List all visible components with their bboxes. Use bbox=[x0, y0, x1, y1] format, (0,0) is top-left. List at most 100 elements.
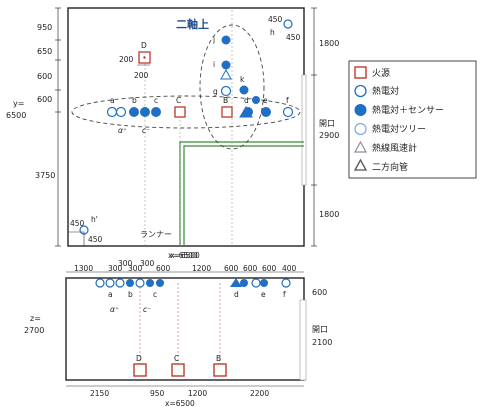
sec-label-alpha: α⁺ bbox=[110, 305, 119, 314]
sec-label-B: B bbox=[216, 354, 221, 363]
sec-sensor-f bbox=[281, 278, 291, 288]
plan-opening bbox=[301, 74, 307, 186]
sec-sensor-d bbox=[240, 279, 248, 287]
sec-opening-value: 2100 bbox=[312, 338, 332, 347]
sec-sensor-a1 bbox=[95, 278, 105, 288]
sec-label-d: d bbox=[234, 290, 239, 299]
plan-left-dim-600b: 600 bbox=[37, 95, 52, 104]
sec-right-dim-600: 600 bbox=[312, 288, 327, 297]
anemometer-i bbox=[220, 68, 232, 80]
sensor-a bbox=[106, 106, 118, 118]
legend-thermocouple-label: 熱電対 bbox=[372, 85, 399, 97]
sec-z-label: z= bbox=[30, 314, 41, 323]
plan-row-ellipse bbox=[71, 95, 301, 129]
sec-label-c: c bbox=[153, 290, 157, 299]
sec-dim-300a: 300 bbox=[108, 264, 123, 273]
sec-sensor-b1 bbox=[126, 279, 134, 287]
plan-opening-value: 2900 bbox=[319, 131, 339, 140]
sec-bottom-1200: 1200 bbox=[188, 389, 207, 398]
sec-sensor-b2 bbox=[135, 278, 145, 288]
fire-source-C bbox=[174, 106, 186, 118]
plan-left-dim-3750: 3750 bbox=[35, 171, 55, 180]
sec-sensor-a2 bbox=[105, 278, 115, 288]
sensor-j bbox=[221, 35, 231, 45]
sec-dim-1200: 1200 bbox=[192, 264, 211, 273]
sec-label-C: C bbox=[174, 354, 179, 363]
label-C: C bbox=[176, 96, 181, 105]
runner-line bbox=[179, 141, 304, 246]
D-dim-left: 200 bbox=[119, 55, 134, 64]
sec-sensor-e bbox=[260, 279, 268, 287]
anemometer-d bbox=[239, 106, 253, 118]
sec-bottom-total: x=6500 bbox=[165, 399, 195, 407]
label-cminus: c⁻ bbox=[142, 126, 150, 135]
fire-source-B bbox=[221, 106, 233, 118]
legend-sensor-icon bbox=[354, 104, 367, 116]
label-b: b bbox=[132, 96, 137, 105]
legend-fire-label: 火源 bbox=[372, 68, 390, 79]
sec-label-D: D bbox=[136, 354, 142, 363]
sec-top-dim-300b: 300 bbox=[140, 259, 155, 268]
h-dim-below: 450 bbox=[286, 33, 301, 42]
sec-label-cminus: c⁻ bbox=[143, 305, 151, 314]
label-h: h bbox=[270, 28, 275, 37]
sec-sensor-a3 bbox=[115, 278, 125, 288]
hp-dim-left: 450 bbox=[70, 219, 85, 228]
D-dim-below: 200 bbox=[134, 71, 149, 80]
sec-label-a: a bbox=[108, 290, 113, 299]
sec-dim-300b: 300 bbox=[128, 264, 143, 273]
fire-source-D-dot bbox=[143, 56, 146, 59]
label-f: f bbox=[286, 96, 289, 105]
sensor-g bbox=[220, 85, 232, 97]
label-d: d bbox=[244, 96, 249, 105]
plan-left-dim-600a: 600 bbox=[37, 72, 52, 81]
legend-sensor-label: 熱電対＋センサー bbox=[372, 104, 444, 116]
sec-sensor-e1 bbox=[251, 278, 261, 288]
sensor-e bbox=[261, 107, 271, 117]
label-c: c bbox=[154, 96, 158, 105]
sec-opening-label: 開口 bbox=[312, 325, 328, 334]
sensor-h bbox=[283, 19, 293, 29]
sec-x-label: x=6500 bbox=[170, 251, 200, 260]
label-hp: h' bbox=[91, 215, 98, 224]
sec-top-dim-300a: 300 bbox=[118, 259, 133, 268]
sec-dim-400: 400 bbox=[282, 264, 297, 273]
sensor-f bbox=[282, 106, 294, 118]
legend: 火源 熱電対 熱電対＋センサー 熱電対ツリー 熱線風速計 二方向管 bbox=[348, 60, 477, 179]
sec-fire-D bbox=[133, 363, 147, 377]
legend-bidirectional-icon bbox=[353, 158, 368, 171]
label-j: j bbox=[212, 35, 215, 44]
sec-bottom-2150: 2150 bbox=[90, 389, 109, 398]
section-view: 300 300 x=6500 1300 300 300 600 1200 600… bbox=[24, 251, 332, 407]
plan-right-dim-1800b: 1800 bbox=[319, 210, 339, 219]
hp-dim-below: 450 bbox=[88, 235, 103, 244]
plan-room-outline bbox=[67, 7, 305, 247]
sec-label-b: b bbox=[128, 290, 133, 299]
sensor-k bbox=[239, 85, 249, 95]
sec-label-f: f bbox=[283, 290, 286, 299]
label-e: e bbox=[263, 96, 268, 105]
sensor-b2 bbox=[140, 107, 150, 117]
sec-guides bbox=[139, 283, 221, 365]
sensor-i bbox=[221, 60, 231, 70]
h-dim-left: 450 bbox=[268, 15, 283, 24]
overlay-title: 二軸上 bbox=[176, 17, 209, 31]
runner-label: ランナー bbox=[140, 230, 172, 239]
sec-sensor-c2 bbox=[156, 279, 164, 287]
plan-right-ticks bbox=[311, 7, 317, 247]
label-a: a bbox=[110, 96, 115, 105]
plan-left-dim-950: 950 bbox=[37, 23, 52, 32]
legend-bidirectional-label: 二方向管 bbox=[372, 161, 408, 173]
label-B: B bbox=[223, 96, 228, 105]
legend-tree-icon bbox=[354, 122, 367, 136]
label-i: i bbox=[213, 60, 215, 69]
sec-z-value: 2700 bbox=[24, 326, 44, 335]
sec-dim-1300: 1300 bbox=[74, 264, 93, 273]
sec-opening bbox=[299, 299, 307, 381]
sec-sensor-c1 bbox=[146, 279, 154, 287]
sec-bottom-2200: 2200 bbox=[250, 389, 269, 398]
sec-fire-C bbox=[171, 363, 185, 377]
plan-x-label: x=6500 bbox=[168, 251, 198, 260]
plan-y-label: y= bbox=[13, 99, 24, 108]
